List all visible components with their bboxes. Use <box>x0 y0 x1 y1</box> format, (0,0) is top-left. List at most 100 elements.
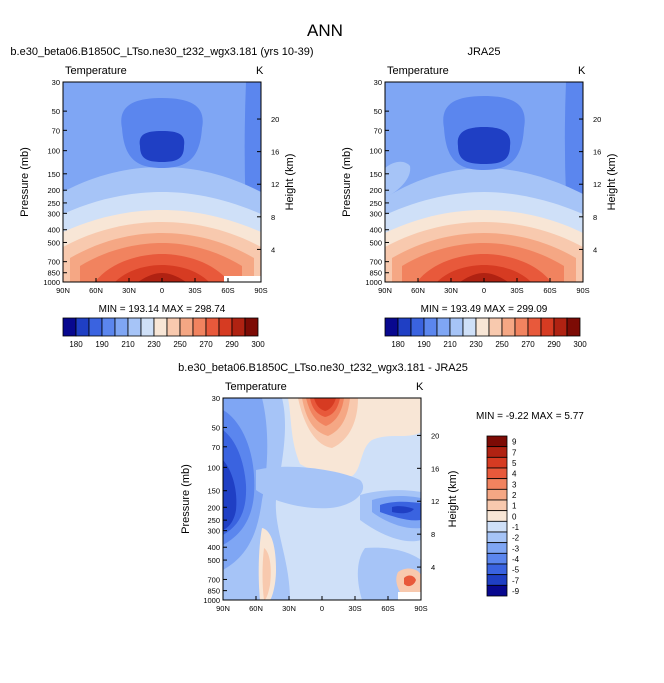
y-tick-label: 30 <box>52 78 60 87</box>
y2-tick-label: 8 <box>271 213 275 222</box>
panel-left-label: Temperature <box>387 65 449 77</box>
y2-axis-ticks: 20 16 12 8 4 <box>257 115 279 254</box>
x-tick-label: 60S <box>381 604 394 613</box>
colorbar-label: 250 <box>173 340 187 349</box>
y-tick-label: 50 <box>374 107 382 116</box>
colorbar-label: 210 <box>121 340 135 349</box>
contour-field <box>63 82 261 282</box>
colorbar-label: 7 <box>512 448 517 457</box>
colorbar-label: 0 <box>512 512 517 521</box>
colorbar-swatch <box>486 584 508 597</box>
colorbar-swatch <box>114 317 129 337</box>
contour-neg5-west <box>223 460 237 530</box>
colorbar-swatch <box>384 317 399 337</box>
colorbar-label: 290 <box>225 340 239 349</box>
colorbar-swatch <box>501 317 516 337</box>
colorbar-swatch <box>566 317 581 337</box>
colorbar-label: 1 <box>512 502 517 511</box>
colorbar-label: -4 <box>512 555 520 564</box>
y-tick-label: 400 <box>369 226 382 235</box>
colorbar-swatch <box>514 317 529 337</box>
colorbar-label: 300 <box>251 340 265 349</box>
y-tick-label: 200 <box>369 186 382 195</box>
contour-field <box>385 82 583 282</box>
colorbar-label: 4 <box>512 470 517 479</box>
y-tick-label: 250 <box>47 199 60 208</box>
colorbar-swatch <box>486 456 508 469</box>
x-tick-label: 90S <box>414 604 427 613</box>
colorbar-swatch <box>205 317 220 337</box>
y2-axis-title: Height (km) <box>284 154 296 211</box>
colorbar-swatch <box>488 317 503 337</box>
colorbar-label: 190 <box>95 340 109 349</box>
y2-tick-label: 16 <box>593 148 601 157</box>
colorbar-swatch <box>486 446 508 458</box>
min-max-stats: MIN = -9.22 MAX = 5.77 <box>476 411 584 422</box>
panel-title: b.e30_beta06.B1850C_LTso.ne30_t232_wgx3.… <box>178 362 468 374</box>
x-tick-label: 0 <box>320 604 324 613</box>
min-max-stats: MIN = 193.49 MAX = 299.09 <box>421 304 548 315</box>
y2-axis-ticks: 20 16 12 8 4 <box>417 431 439 572</box>
panel-reanalysis: JRA25 Temperature K Pressure (mb) Height… <box>341 46 618 349</box>
colorbar-label: 5 <box>512 459 517 468</box>
x-tick-label: 60S <box>221 286 234 295</box>
y2-tick-label: 16 <box>431 464 439 473</box>
figure-title: ANN <box>307 21 343 40</box>
y-tick-label: 30 <box>374 78 382 87</box>
colorbar-swatch <box>397 317 412 337</box>
colorbar-swatch <box>153 317 168 337</box>
contour-neg1-center <box>256 466 364 509</box>
colorbar-label: -1 <box>512 523 520 532</box>
contour-level-195 <box>139 131 185 162</box>
x-tick-label: 90N <box>378 286 392 295</box>
colorbar-swatch <box>192 317 207 337</box>
colorbar-swatch <box>88 317 103 337</box>
y-axis-title: Pressure (mb) <box>341 147 353 217</box>
x-tick-label: 30N <box>122 286 136 295</box>
y-axis-title: Pressure (mb) <box>180 464 192 534</box>
y-tick-label: 30 <box>212 394 220 403</box>
y-tick-label: 300 <box>207 527 220 536</box>
colorbar-swatch <box>127 317 142 337</box>
panel-title: b.e30_beta06.B1850C_LTso.ne30_t232_wgx3.… <box>10 46 313 58</box>
colorbar-label: 270 <box>521 340 535 349</box>
colorbar-swatch <box>244 317 259 337</box>
colorbar-swatch <box>486 531 508 544</box>
panel-model: b.e30_beta06.B1850C_LTso.ne30_t232_wgx3.… <box>10 46 313 349</box>
contour-pos5-upper <box>314 398 336 411</box>
colorbar-label: 180 <box>69 340 83 349</box>
y-tick-label: 300 <box>369 209 382 218</box>
colorbar-swatch <box>231 317 246 337</box>
colorbar-swatch <box>101 317 116 337</box>
y-tick-label: 500 <box>369 238 382 247</box>
colorbar-label: 3 <box>512 480 517 489</box>
contour-level-295 <box>138 273 186 282</box>
x-tick-label: 90N <box>216 604 230 613</box>
y-tick-label: 200 <box>207 503 220 512</box>
y2-tick-label: 8 <box>593 213 597 222</box>
y-tick-label: 850 <box>207 587 220 596</box>
x-tick-label: 30S <box>510 286 523 295</box>
panel-units-label: K <box>578 65 586 77</box>
y2-tick-label: 20 <box>271 115 279 124</box>
colorbar-swatch <box>410 317 425 337</box>
y-tick-label: 100 <box>369 147 382 156</box>
y2-tick-label: 12 <box>593 180 601 189</box>
y-tick-label: 400 <box>207 543 220 552</box>
x-tick-label: 90S <box>254 286 267 295</box>
y-tick-label: 70 <box>52 126 60 135</box>
colorbar-swatch <box>527 317 542 337</box>
x-tick-label: 30N <box>444 286 458 295</box>
colorbar-label: 190 <box>417 340 431 349</box>
min-max-stats: MIN = 193.14 MAX = 298.74 <box>99 304 226 315</box>
contour-surface-core <box>404 575 416 587</box>
colorbar-swatch <box>486 488 508 501</box>
colorbar-swatch <box>218 317 233 337</box>
y-tick-label: 850 <box>47 269 60 278</box>
panel-left-label: Temperature <box>225 381 287 393</box>
y2-axis-title: Height (km) <box>606 154 618 211</box>
x-tick-label: 60N <box>249 604 263 613</box>
